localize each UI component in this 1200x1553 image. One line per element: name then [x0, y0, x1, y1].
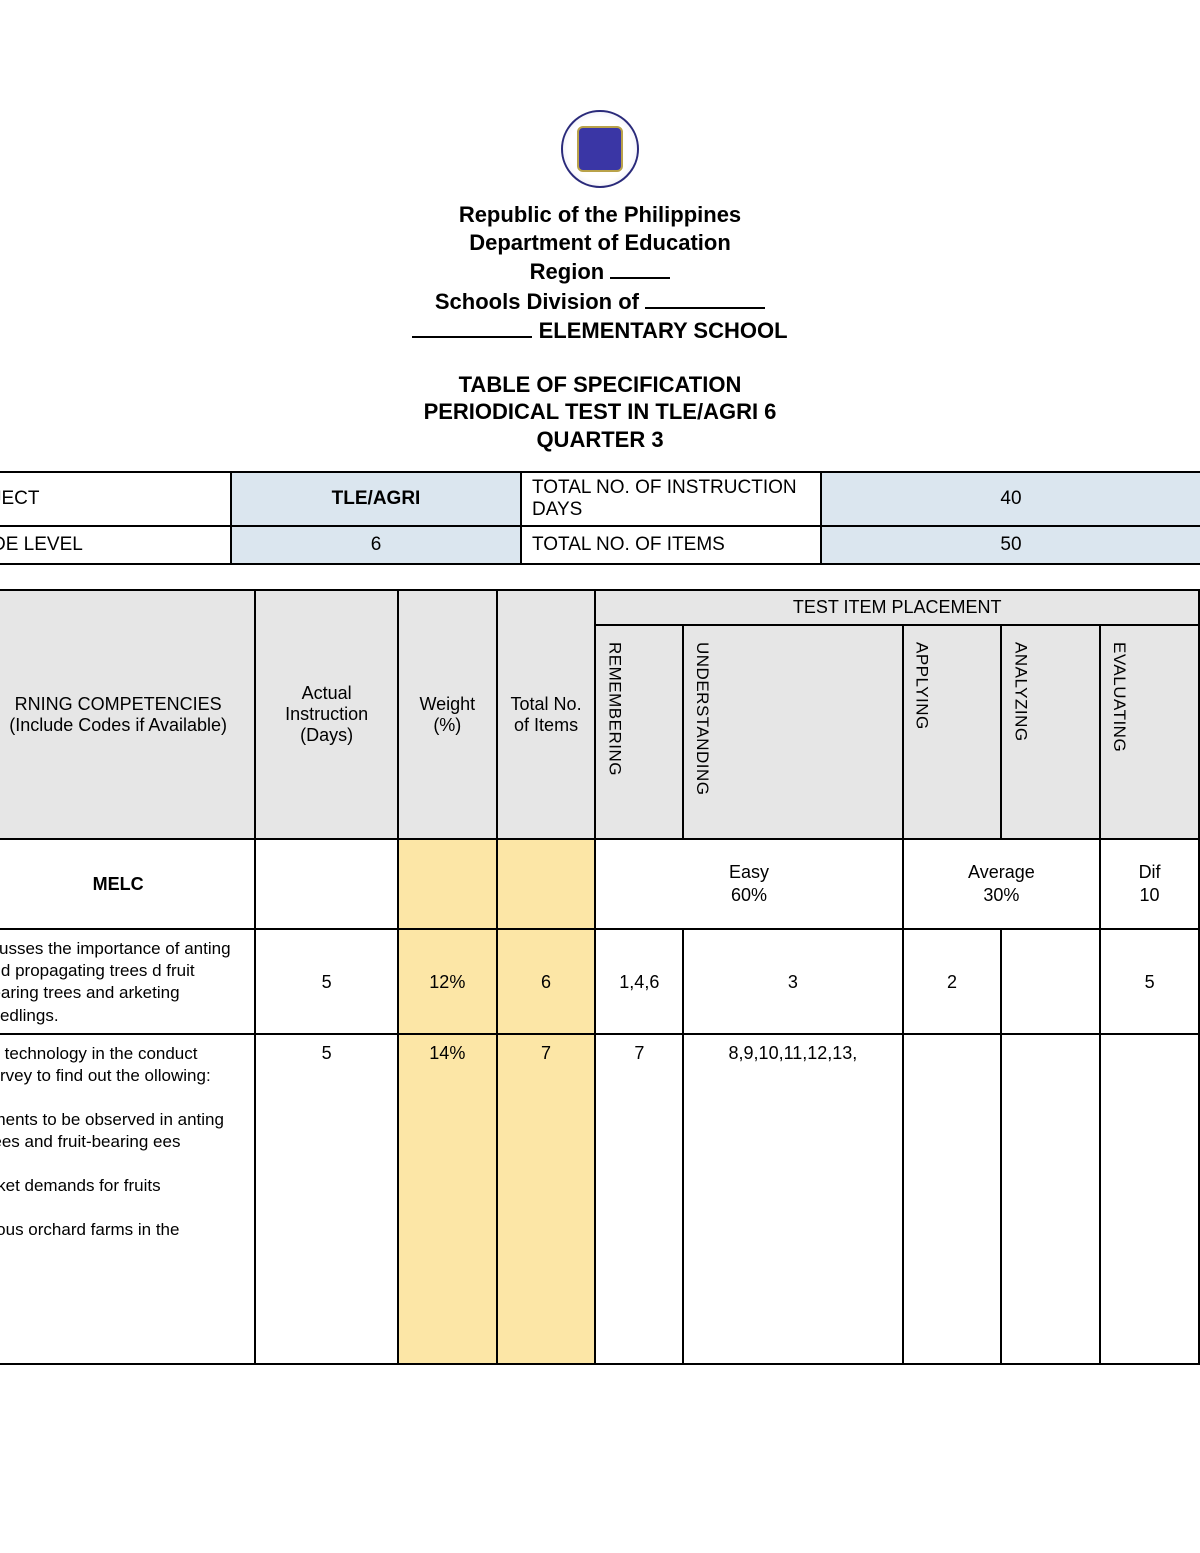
document-page: Republic of the Philippines Department o…	[0, 0, 1200, 1553]
items-value: 50	[821, 526, 1200, 564]
division-blank	[645, 286, 765, 309]
row-remembering: 1,4,6	[595, 929, 683, 1033]
info-row-subject: JECT TLE/AGRI TOTAL NO. OF INSTRUCTION D…	[0, 472, 1200, 526]
competency-text: scusses the importance of anting and pro…	[0, 929, 255, 1033]
document-subtitle: TABLE OF SPECIFICATION PERIODICAL TEST I…	[0, 371, 1200, 454]
melc-difficult: Dif 10	[1100, 839, 1199, 929]
row-analyzing	[1001, 929, 1100, 1033]
specification-table: RNING COMPETENCIES (Include Codes if Ava…	[0, 589, 1200, 1364]
col-competencies: RNING COMPETENCIES (Include Codes if Ava…	[0, 590, 255, 839]
letterhead: Republic of the Philippines Department o…	[0, 201, 1200, 345]
competency-text: es technology in the conduct survey to f…	[0, 1034, 255, 1364]
melc-average: Average 30%	[903, 839, 1101, 929]
row-items: 7	[497, 1034, 596, 1364]
school-blank	[412, 315, 532, 338]
header-row-1: RNING COMPETENCIES (Include Codes if Ava…	[0, 590, 1199, 625]
row-evaluating: 5	[1100, 929, 1199, 1033]
col-remembering: REMEMBERING	[595, 625, 683, 839]
col-evaluating: EVALUATING	[1100, 625, 1199, 839]
info-row-grade: DE LEVEL 6 TOTAL NO. OF ITEMS 50	[0, 526, 1200, 564]
table-row: es technology in the conduct survey to f…	[0, 1034, 1199, 1364]
deped-logo-icon	[561, 110, 639, 188]
row-applying: 2	[903, 929, 1002, 1033]
row-applying	[903, 1034, 1002, 1364]
header-line-1: Republic of the Philippines	[0, 201, 1200, 229]
row-understanding: 8,9,10,11,12,13,	[683, 1034, 902, 1364]
logo-shield-icon	[577, 126, 623, 172]
subject-label: JECT	[0, 472, 231, 526]
logo-container	[0, 110, 1200, 193]
row-items: 6	[497, 929, 596, 1033]
days-label: TOTAL NO. OF INSTRUCTION DAYS	[521, 472, 821, 526]
row-days: 5	[255, 929, 398, 1033]
subject-value: TLE/AGRI	[231, 472, 521, 526]
melc-weight-blank	[398, 839, 497, 929]
items-label: TOTAL NO. OF ITEMS	[521, 526, 821, 564]
row-remembering: 7	[595, 1034, 683, 1364]
subtitle-line-1: TABLE OF SPECIFICATION	[0, 371, 1200, 399]
col-analyzing: ANALYZING	[1001, 625, 1100, 839]
row-weight: 14%	[398, 1034, 497, 1364]
region-blank	[610, 256, 670, 279]
row-days: 5	[255, 1034, 398, 1364]
col-applying: APPLYING	[903, 625, 1002, 839]
grade-label: DE LEVEL	[0, 526, 231, 564]
header-line-4: Schools Division of	[0, 286, 1200, 316]
table-row: scusses the importance of anting and pro…	[0, 929, 1199, 1033]
melc-easy: Easy 60%	[595, 839, 902, 929]
row-weight: 12%	[398, 929, 497, 1033]
row-evaluating	[1100, 1034, 1199, 1364]
row-understanding: 3	[683, 929, 902, 1033]
header-line-2: Department of Education	[0, 229, 1200, 257]
melc-items-blank	[497, 839, 596, 929]
melc-row: MELC Easy 60% Average 30% Dif 10	[0, 839, 1199, 929]
col-understanding: UNDERSTANDING	[683, 625, 902, 839]
days-value: 40	[821, 472, 1200, 526]
header-line-3: Region	[0, 256, 1200, 286]
melc-label: MELC	[0, 839, 255, 929]
melc-days-blank	[255, 839, 398, 929]
col-total-items: Total No. of Items	[497, 590, 596, 839]
col-actual-days: Actual Instruction (Days)	[255, 590, 398, 839]
grade-value: 6	[231, 526, 521, 564]
info-table: JECT TLE/AGRI TOTAL NO. OF INSTRUCTION D…	[0, 471, 1200, 565]
subtitle-line-3: QUARTER 3	[0, 426, 1200, 454]
col-weight: Weight (%)	[398, 590, 497, 839]
subtitle-line-2: PERIODICAL TEST IN TLE/AGRI 6	[0, 398, 1200, 426]
col-placement-header: TEST ITEM PLACEMENT	[595, 590, 1199, 625]
row-analyzing	[1001, 1034, 1100, 1364]
header-line-5: ELEMENTARY SCHOOL	[0, 315, 1200, 345]
